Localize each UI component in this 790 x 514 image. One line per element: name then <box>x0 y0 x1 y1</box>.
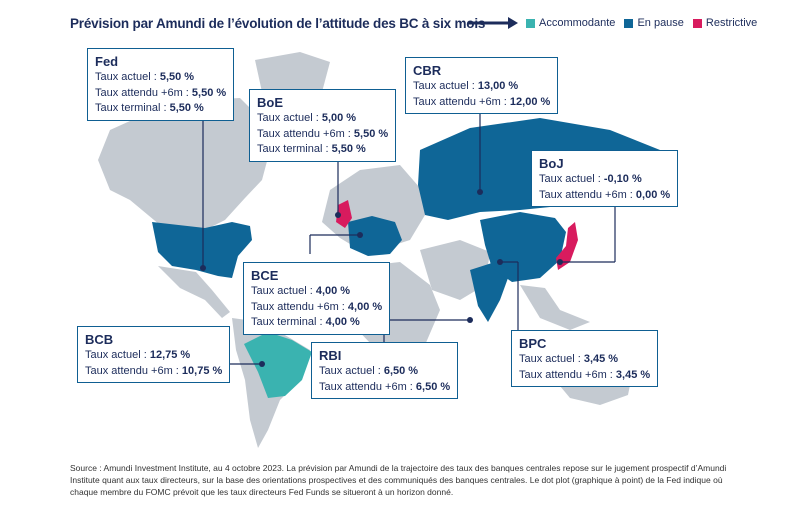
india-shape <box>470 262 508 322</box>
japan-shape <box>556 222 578 270</box>
info-box-bce: BCE Taux actuel : 4,00 % Taux attendu +6… <box>243 262 391 335</box>
bank-name: BCB <box>85 332 114 347</box>
bank-name: BoJ <box>539 156 564 171</box>
southeast-asia-shape <box>520 285 590 330</box>
info-box-fed: Fed Taux actuel : 5,50 % Taux attendu +6… <box>87 48 235 121</box>
bank-name: CBR <box>413 63 442 78</box>
bank-name: BPC <box>519 336 547 351</box>
usa-shape <box>152 222 252 278</box>
mexico-shape <box>158 266 230 318</box>
info-box-bpc: BPC Taux actuel : 3,45 % Taux attendu +6… <box>511 330 659 387</box>
info-box-boj: BoJ Taux actuel : -0,10 % Taux attendu +… <box>531 150 679 207</box>
legend-en-pause: En pause <box>624 17 684 29</box>
info-box-rbi: RBI Taux actuel : 6,50 % Taux attendu +6… <box>311 342 459 399</box>
legend-restrictive: Restrictive <box>692 17 757 29</box>
legend: Accommodante En pause Restrictive <box>468 16 766 30</box>
info-box-bcb: BCB Taux actuel : 12,75 % Taux attendu +… <box>77 326 231 383</box>
bank-name: RBI <box>319 348 342 363</box>
bank-name: BoE <box>257 95 283 110</box>
map-title: Prévision par Amundi de l’évolution de l… <box>70 16 486 31</box>
info-box-cbr: CBR Taux actuel : 13,00 % Taux attendu +… <box>405 57 559 114</box>
info-box-boe: BoE Taux actuel : 5,00 % Taux attendu +6… <box>249 89 397 162</box>
uk-shape <box>336 200 352 228</box>
source-note: Source : Amundi Investment Institute, au… <box>70 463 727 497</box>
legend-accommodante: Accommodante <box>526 17 615 29</box>
eurozone-shape <box>348 216 402 256</box>
bank-name: BCE <box>251 268 279 283</box>
arrow-right-icon <box>468 17 518 29</box>
bank-name: Fed <box>95 54 119 69</box>
brazil-shape <box>244 332 312 398</box>
europe-shape <box>322 165 425 250</box>
canada-shape <box>98 98 270 230</box>
middle-east-shape <box>420 240 490 300</box>
